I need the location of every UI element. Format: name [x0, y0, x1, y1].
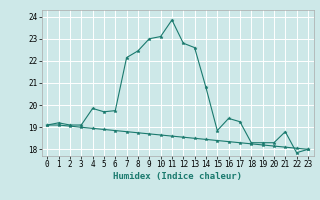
X-axis label: Humidex (Indice chaleur): Humidex (Indice chaleur)	[113, 172, 242, 181]
